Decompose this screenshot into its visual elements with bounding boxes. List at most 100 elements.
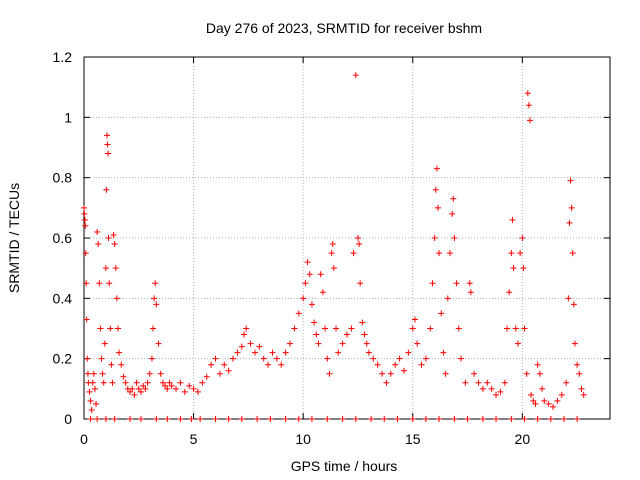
data-point [352,72,359,79]
data-point [451,416,458,422]
data-point [528,391,535,398]
data-point [405,349,412,356]
data-point [186,382,193,389]
data-point [114,325,121,332]
data-point [135,385,142,392]
data-point [254,416,261,422]
data-point [508,416,515,422]
data-point [467,289,474,296]
data-point [387,370,394,377]
data-point [247,340,254,347]
data-point [560,416,567,422]
data-point [453,280,460,287]
data-point [566,219,573,226]
data-point [315,340,322,347]
data-point [409,416,416,422]
x-tick-label: 5 [190,431,198,447]
data-point [90,370,97,377]
data-point [221,361,228,368]
data-point [363,340,370,347]
data-point [438,310,445,317]
data-point [501,379,508,386]
data-point [484,379,491,386]
data-point [517,250,524,257]
data-point [291,325,298,332]
data-point [137,388,144,395]
data-point [503,325,510,332]
data-point [514,340,521,347]
data-point [82,250,89,257]
data-point [493,391,500,398]
data-point [83,316,90,323]
data-point [554,397,561,404]
data-point [304,259,311,266]
data-point [422,416,429,422]
data-point [313,331,320,338]
data-point [545,400,552,407]
data-point [409,325,416,332]
data-point [563,379,570,386]
y-tick-label: 0.2 [53,351,73,367]
data-point [394,416,401,422]
data-point [151,295,158,302]
data-point [414,340,421,347]
data-point [89,379,96,386]
data-point [197,416,204,422]
data-point [348,325,355,332]
data-point [442,370,449,377]
data-point [212,355,219,362]
data-point [352,416,359,422]
data-point [450,195,457,202]
data-point [455,325,462,332]
data-point [177,379,184,386]
data-point [328,250,335,257]
data-point [431,235,438,241]
data-point [208,361,215,368]
data-point [436,250,443,257]
data-point [525,102,532,109]
data-point [418,361,425,368]
data-point [422,355,429,362]
data-point [479,416,486,422]
data-point [106,280,113,287]
data-point [295,310,302,317]
data-point [82,222,89,229]
data-point [411,316,418,323]
data-point [97,325,104,332]
data-point [181,388,188,395]
data-point [576,370,583,377]
data-point [392,361,399,368]
data-point [506,289,513,296]
data-point [98,355,105,362]
grid [84,57,610,419]
data-point [199,379,206,386]
data-point [133,379,140,386]
data-point [524,90,531,97]
data-point [216,370,223,377]
data-point [457,355,464,362]
data-point [194,388,201,395]
data-point [282,349,289,356]
data-point [520,265,527,272]
data-point [113,295,120,302]
data-point [122,379,129,386]
data-point [269,349,276,356]
y-tick-label: 1 [64,109,72,125]
data-point [432,186,439,193]
data-point [565,295,572,302]
data-point [317,271,324,278]
data-point [444,295,451,302]
data-point [308,416,315,422]
data-point [436,416,443,422]
data-point [475,379,482,386]
data-point [104,132,111,139]
data-point [322,325,329,332]
x-axis-label: GPS time / hours [291,458,398,474]
data-point [105,235,112,241]
data-point [547,416,554,422]
y-axis: 0 0.2 0.4 0.6 0.8 1 1.2 [53,49,610,427]
data-point [440,349,447,356]
data-point [466,280,473,287]
data-point [93,400,100,407]
data-point [361,331,368,338]
